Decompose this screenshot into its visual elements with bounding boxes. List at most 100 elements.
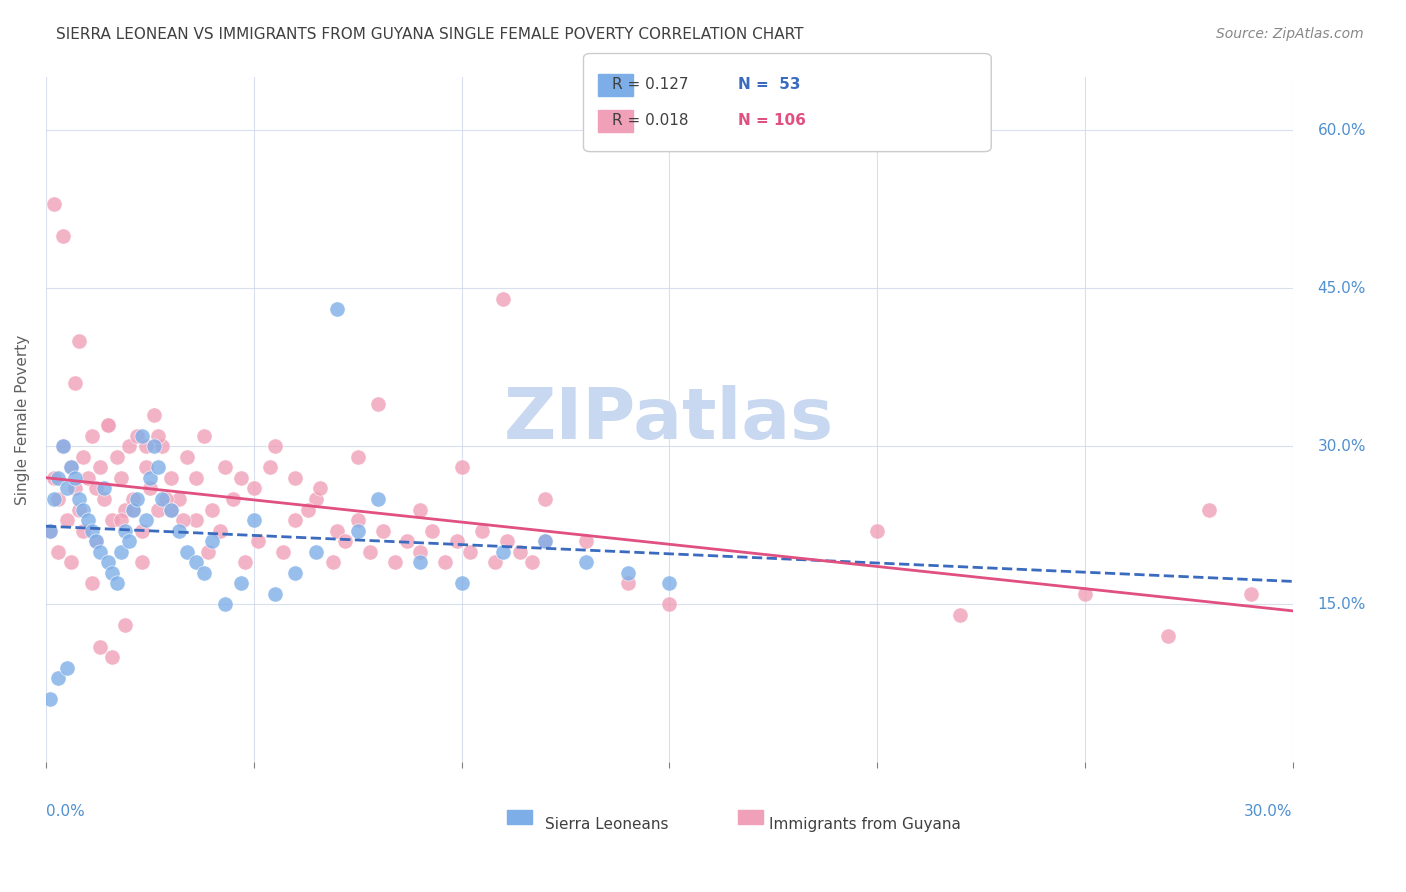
Y-axis label: Single Female Poverty: Single Female Poverty (15, 334, 30, 505)
Point (1198, 502, 1220, 516)
Point (309, 482, 332, 496)
Point (305, 544, 328, 558)
Point (118, 534, 141, 549)
Point (167, 491, 190, 506)
Point (44, 197, 66, 211)
Point (458, 544, 481, 558)
Point (72, 502, 94, 516)
Point (143, 408, 166, 422)
Point (139, 482, 162, 496)
Point (284, 471, 307, 485)
Point (110, 544, 132, 558)
Point (44, 471, 66, 485)
Point (949, 607, 972, 622)
Text: R = 0.018: R = 0.018 (612, 113, 688, 128)
Text: 60.0%: 60.0% (1317, 122, 1367, 137)
Point (658, 576, 681, 591)
Point (263, 587, 285, 601)
Point (367, 397, 389, 411)
Point (235, 555, 257, 569)
Point (176, 544, 198, 558)
Point (135, 460, 157, 475)
Point (409, 502, 432, 516)
Text: R = 0.127: R = 0.127 (612, 78, 688, 92)
Point (101, 513, 124, 527)
Point (214, 598, 236, 612)
Point (84, 534, 107, 549)
Point (143, 439, 166, 453)
Point (450, 460, 472, 475)
Point (359, 544, 381, 558)
Point (63, 482, 86, 496)
Point (271, 544, 294, 558)
Point (89, 640, 111, 654)
Point (44, 491, 66, 506)
Point (84, 534, 107, 549)
Text: 30.0%: 30.0% (1244, 804, 1292, 819)
Point (131, 555, 153, 569)
Point (135, 513, 157, 527)
Text: Sierra Leoneans: Sierra Leoneans (544, 817, 668, 832)
Point (114, 524, 136, 538)
Point (122, 491, 145, 506)
Point (48, 544, 70, 558)
Point (575, 555, 598, 569)
Point (55, 513, 77, 527)
Point (146, 429, 169, 443)
Text: N =  53: N = 53 (738, 78, 800, 92)
Point (110, 471, 132, 485)
Point (326, 524, 349, 538)
Point (72, 450, 94, 464)
Point (533, 534, 555, 549)
Point (184, 513, 207, 527)
Text: 45.0%: 45.0% (1317, 281, 1365, 296)
Point (214, 460, 236, 475)
Point (84, 482, 107, 496)
Point (59, 555, 82, 569)
Point (63, 376, 86, 390)
Point (616, 566, 638, 580)
Point (471, 524, 494, 538)
Point (67, 502, 90, 516)
Point (492, 292, 515, 306)
Point (131, 429, 153, 443)
Point (39, 692, 62, 706)
Point (231, 471, 253, 485)
Point (55, 660, 77, 674)
Point (146, 502, 169, 516)
Point (1240, 587, 1263, 601)
Point (48, 471, 70, 485)
Text: Source: ZipAtlas.com: Source: ZipAtlas.com (1216, 27, 1364, 41)
Point (193, 429, 215, 443)
Point (209, 524, 232, 538)
Point (76, 471, 98, 485)
Text: 0.0%: 0.0% (46, 804, 84, 819)
Point (131, 524, 153, 538)
Point (97, 555, 120, 569)
Point (172, 513, 194, 527)
Point (575, 534, 598, 549)
Point (197, 544, 219, 558)
Point (346, 513, 368, 527)
Point (396, 534, 419, 549)
Point (242, 513, 264, 527)
Point (533, 534, 555, 549)
Text: SIERRA LEONEAN VS IMMIGRANTS FROM GUYANA SINGLE FEMALE POVERTY CORRELATION CHART: SIERRA LEONEAN VS IMMIGRANTS FROM GUYANA… (56, 27, 804, 42)
Point (159, 502, 181, 516)
Point (167, 524, 190, 538)
Point (333, 534, 356, 549)
Point (127, 429, 149, 443)
Point (105, 450, 128, 464)
Point (39, 524, 62, 538)
Point (616, 576, 638, 591)
Point (118, 439, 141, 453)
Point (201, 534, 224, 549)
Point (284, 566, 307, 580)
Point (450, 576, 472, 591)
Point (39, 524, 62, 538)
Point (67, 334, 90, 348)
Point (93, 491, 115, 506)
Point (409, 544, 432, 558)
Point (155, 491, 177, 506)
Point (80, 524, 103, 538)
